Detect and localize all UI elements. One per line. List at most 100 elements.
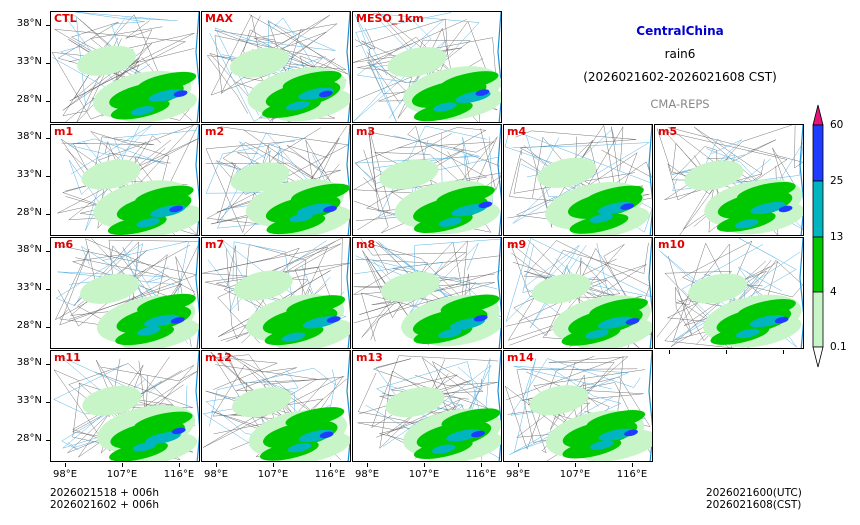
coastline: [497, 125, 501, 235]
map-panel-m9: m9: [503, 237, 653, 349]
x-tick-label: 107°E: [106, 469, 138, 480]
y-tick-mark: [46, 327, 50, 328]
rain-area: [296, 203, 333, 216]
province-boundary: [57, 254, 182, 327]
rain-area: [441, 408, 501, 429]
y-tick-mark: [46, 138, 50, 139]
coastline: [497, 351, 501, 461]
province-boundary: [206, 14, 347, 114]
rain-area: [597, 316, 634, 329]
rain-area: [233, 270, 293, 301]
river: [68, 138, 166, 165]
y-tick-mark: [46, 289, 50, 290]
coastline: [799, 125, 803, 235]
province-boundary: [354, 127, 500, 183]
rain-area: [130, 106, 155, 116]
panel-label: m4: [507, 125, 527, 138]
rain-area: [298, 87, 334, 100]
x-tick-mark: [179, 463, 180, 467]
x-tick-mark: [273, 463, 274, 467]
province-boundary: [371, 241, 482, 317]
y-tick-label: 38°N: [16, 131, 42, 142]
province-boundary: [286, 139, 331, 208]
province-boundary: [220, 15, 330, 94]
river: [732, 251, 800, 348]
map-panel-m1: m1: [50, 124, 200, 236]
province-boundary: [363, 131, 495, 193]
province-boundary: [216, 245, 344, 329]
y-tick-mark: [46, 214, 50, 215]
map-panel-MAX: MAX: [201, 11, 351, 123]
x-tick-mark: [122, 463, 123, 467]
panel-label: MESO_1km: [356, 12, 424, 25]
rain-area: [318, 90, 333, 98]
province-boundary: [54, 29, 187, 110]
colorbar-label-4: 4: [830, 286, 837, 298]
y-tick-label: 33°N: [16, 282, 42, 293]
y-tick-label: 38°N: [16, 18, 42, 29]
map-panel-m3: m3: [352, 124, 502, 236]
rain-area: [778, 205, 793, 213]
x-tick-mark: [726, 350, 727, 354]
river: [505, 238, 652, 322]
y-tick-label: 33°N: [16, 56, 42, 67]
rain-area: [438, 328, 462, 339]
x-tick-label: 116°E: [616, 469, 648, 480]
x-tick-mark: [330, 463, 331, 467]
river: [706, 148, 803, 230]
x-tick-label: 107°E: [257, 469, 289, 480]
colorbar-label-25: 25: [830, 175, 844, 187]
rain-area: [134, 185, 194, 206]
rain-area: [620, 203, 635, 210]
map-panel-MESO_1km: MESO_1km: [352, 11, 502, 123]
x-tick-mark: [632, 463, 633, 467]
rain-area: [379, 159, 439, 190]
y-tick-mark: [46, 101, 50, 102]
rain-area: [735, 219, 759, 229]
x-tick-label: 98°E: [203, 469, 229, 480]
x-tick-label: 98°E: [52, 469, 78, 480]
y-tick-mark: [46, 176, 50, 177]
rain-area: [387, 46, 447, 78]
rain-area: [471, 430, 485, 438]
colorbar: [812, 104, 824, 368]
rain-area: [569, 213, 629, 234]
rain-area: [431, 444, 456, 454]
x-tick-label: 107°E: [408, 469, 440, 480]
rain-area: [289, 212, 314, 223]
rain-area: [143, 314, 180, 327]
rain-area: [590, 440, 614, 450]
coastline: [195, 12, 199, 122]
x-tick-mark: [481, 463, 482, 467]
rain-area: [774, 316, 789, 324]
coastline: [648, 125, 652, 235]
coastline: [195, 238, 199, 348]
panel-label: m6: [54, 238, 74, 251]
rain-area: [170, 317, 185, 324]
river: [526, 135, 652, 233]
province-boundary: [513, 136, 635, 217]
rain-area: [171, 427, 186, 435]
x-tick-label: 116°E: [314, 469, 346, 480]
rain-area: [80, 273, 140, 304]
province-boundary: [683, 125, 792, 230]
rain-area: [749, 314, 785, 328]
river: [354, 243, 479, 313]
river: [512, 129, 650, 224]
rain-area: [286, 295, 346, 316]
y-tick-mark: [46, 440, 50, 441]
x-tick-label: 116°E: [465, 469, 497, 480]
river: [214, 27, 326, 116]
panel-label: MAX: [205, 12, 233, 25]
rain-area: [76, 45, 136, 76]
river: [671, 238, 797, 343]
rain-area: [433, 102, 457, 112]
rain-area: [537, 157, 597, 188]
rain-area: [81, 159, 141, 190]
river: [52, 52, 160, 117]
y-tick-label: 38°N: [16, 244, 42, 255]
rain-area: [380, 271, 440, 303]
panel-label: CTL: [54, 12, 77, 25]
rain-area: [478, 201, 493, 209]
river: [672, 142, 803, 213]
